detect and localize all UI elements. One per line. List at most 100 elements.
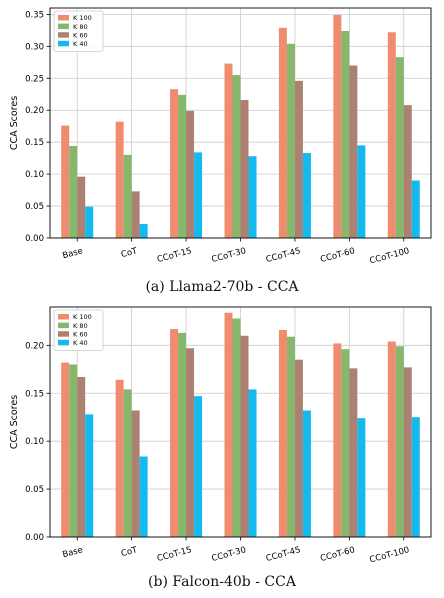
y-tick-label: 0.15 <box>25 138 44 148</box>
y-axis-label: CCA Scores <box>9 395 20 449</box>
bar-k80-ccot-100 <box>395 346 404 537</box>
bar-k100-base <box>61 125 70 238</box>
bar-k80-base <box>69 146 78 238</box>
chart-llama2-70b-cca: 0.00 0.05 0.10 0.15 0.20 0.25 0.30 0.35 Base CoT C… <box>9 7 432 266</box>
bar-k60-base <box>77 176 86 238</box>
legend-swatch <box>58 23 69 30</box>
bar-k60-base <box>77 376 86 537</box>
y-tick-label: 0.00 <box>25 533 44 543</box>
x-tick-label: CCoT-100 <box>369 246 411 266</box>
bar-k100-base <box>61 362 70 537</box>
bar-k40-ccot-15 <box>194 396 203 537</box>
legend-swatch <box>58 314 69 320</box>
bar-k80-ccot-60 <box>341 349 350 537</box>
legend-label: K 60 <box>73 330 88 338</box>
y-tick-label: 0.35 <box>25 10 44 20</box>
bar-k80-ccot-15 <box>178 94 187 238</box>
x-tick-label: CCoT-30 <box>211 545 248 564</box>
caption-llama2-70b: (a) Llama2-70b - CCA <box>145 279 299 295</box>
bar-k60-ccot-100 <box>403 367 412 537</box>
legend-label: K 100 <box>73 14 92 22</box>
bar-k80-base <box>69 364 78 537</box>
x-tick-label: CCoT-60 <box>319 545 356 564</box>
legend-swatch <box>58 40 69 47</box>
bar-k100-ccot-15 <box>170 329 179 537</box>
y-tick-label: 0.30 <box>25 42 44 52</box>
bar-k40-cot <box>139 223 148 238</box>
bar-k100-ccot-15 <box>170 89 179 238</box>
bar-k60-ccot-15 <box>186 110 195 238</box>
bar-k60-ccot-60 <box>349 65 358 238</box>
x-tick-label: CCoT-45 <box>265 545 302 564</box>
bar-k40-ccot-100 <box>411 180 420 238</box>
x-tick-label: CCoT-100 <box>369 545 411 565</box>
legend-label: K 40 <box>73 339 88 347</box>
y-tick-label: 0.10 <box>25 437 44 447</box>
bar-k40-ccot-45 <box>302 410 311 537</box>
bar-k100-ccot-30 <box>224 312 233 537</box>
bar-k60-ccot-30 <box>240 100 249 238</box>
bar-k60-ccot-45 <box>294 80 303 238</box>
bar-k80-cot <box>123 389 132 537</box>
legend-swatch <box>58 15 69 21</box>
legend-label: K 60 <box>73 31 88 39</box>
bar-k60-ccot-60 <box>349 368 358 537</box>
bar-k60-ccot-45 <box>294 359 303 537</box>
bar-k40-ccot-60 <box>357 145 366 238</box>
bar-k80-ccot-30 <box>232 318 241 537</box>
bar-k40-ccot-30 <box>248 156 257 238</box>
bar-k40-ccot-45 <box>302 153 311 238</box>
y-tick-label: 0.20 <box>25 341 44 351</box>
bar-k100-ccot-100 <box>387 32 396 239</box>
bar-k80-ccot-45 <box>286 336 295 537</box>
bar-k60-cot <box>131 410 140 537</box>
bar-k80-ccot-45 <box>286 43 295 239</box>
x-tick-label: Base <box>61 246 84 261</box>
bar-k100-ccot-100 <box>387 341 396 537</box>
y-axis-label: CCA Scores <box>9 96 20 150</box>
legend-swatch <box>58 331 69 337</box>
bar-k40-base <box>85 414 94 537</box>
legend-label: K 100 <box>73 313 92 321</box>
bar-k40-ccot-30 <box>248 389 257 537</box>
bar-k100-cot <box>115 121 124 238</box>
bar-k40-base <box>85 206 94 238</box>
bar-k80-ccot-15 <box>178 332 187 537</box>
bar-k80-ccot-60 <box>341 31 350 238</box>
x-tick-label: CCoT-15 <box>156 545 193 564</box>
bar-k100-cot <box>115 379 124 537</box>
legend-swatch <box>58 339 69 346</box>
legend-swatch <box>58 32 69 38</box>
x-tick-label: CCoT-30 <box>211 246 248 265</box>
bar-k40-ccot-15 <box>194 152 203 238</box>
legend-swatch <box>58 322 69 329</box>
bar-k40-cot <box>139 456 148 537</box>
chart-falcon-40b-cca: 0.00 0.05 0.10 0.15 0.20 Base CoT CCoT-15 CCoT-3… <box>9 306 432 565</box>
y-tick-label: 0.05 <box>25 485 44 495</box>
bar-k100-ccot-60 <box>333 15 342 239</box>
bar-k100-ccot-30 <box>224 63 233 239</box>
legend-label: K 80 <box>73 23 88 31</box>
bar-k60-cot <box>131 191 140 238</box>
bar-k80-cot <box>123 154 132 238</box>
bar-k40-ccot-100 <box>411 417 420 537</box>
y-tick-label: 0.20 <box>25 106 44 116</box>
y-tick-label: 0.25 <box>25 74 44 84</box>
bar-k100-ccot-45 <box>278 27 287 238</box>
x-tick-label: CoT <box>120 545 139 559</box>
caption-falcon-40b: (b) Falcon-40b - CCA <box>148 574 296 590</box>
y-tick-label: 0.15 <box>25 389 44 399</box>
y-tick-label: 0.05 <box>25 202 44 212</box>
bar-k60-ccot-30 <box>240 335 249 537</box>
x-tick-label: CCoT-60 <box>319 246 356 265</box>
bar-k80-ccot-30 <box>232 75 241 238</box>
bar-k60-ccot-100 <box>403 105 412 238</box>
x-tick-label: CCoT-45 <box>265 246 302 265</box>
legend-label: K 40 <box>73 40 88 48</box>
bar-k80-ccot-100 <box>395 57 404 238</box>
x-tick-label: CCoT-15 <box>156 246 193 265</box>
bar-k60-ccot-15 <box>186 348 195 537</box>
legend-label: K 80 <box>73 322 88 330</box>
